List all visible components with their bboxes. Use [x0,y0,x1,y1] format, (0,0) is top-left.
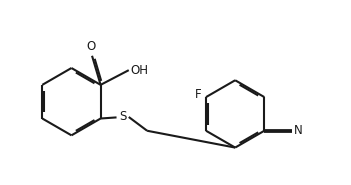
Text: OH: OH [130,64,148,77]
Text: N: N [293,124,302,137]
Text: S: S [119,110,126,123]
Text: F: F [195,88,201,101]
Text: O: O [86,40,95,53]
